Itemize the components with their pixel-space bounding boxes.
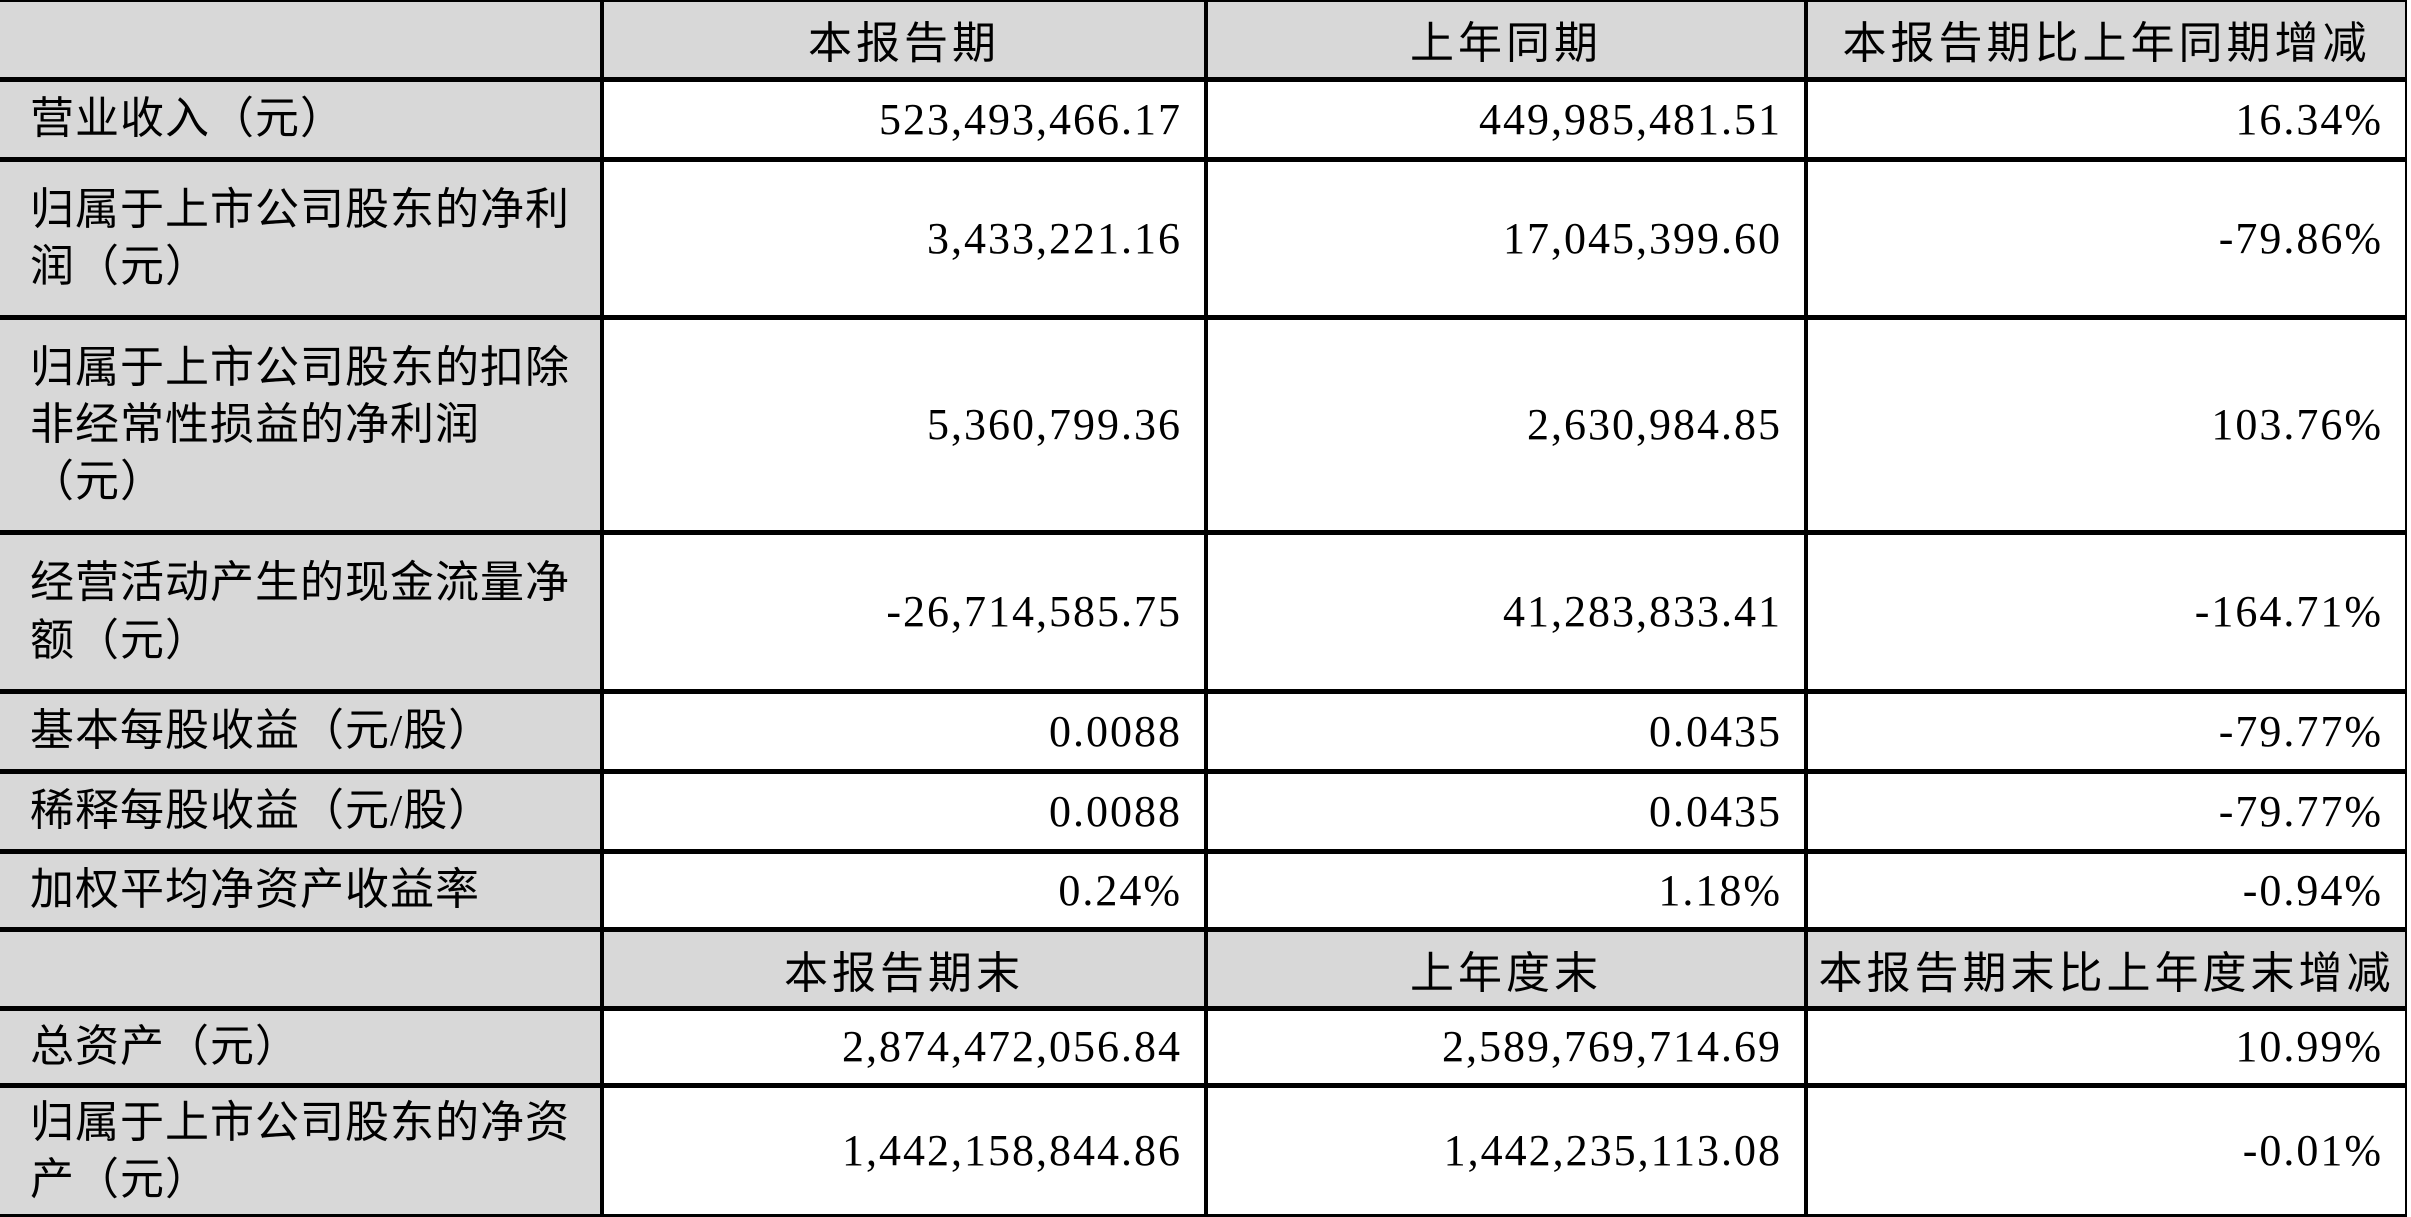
metric-label: 基本每股收益（元/股） <box>0 688 604 774</box>
blank-header-cell <box>0 926 604 1011</box>
metric-label: 归属于上市公司股东的净资 产（元） <box>0 1082 604 1217</box>
value-current-period: 0.24% <box>600 848 1208 932</box>
current-period-header: 本报告期 <box>600 0 1208 82</box>
value-current-period: 1,442,158,844.86 <box>600 1082 1208 1217</box>
metric-label: 经营活动产生的现金流量净 额（元） <box>0 529 604 694</box>
value-current-period: 5,360,799.36 <box>600 314 1208 535</box>
value-change: 10.99% <box>1804 1005 2407 1088</box>
metric-label: 总资产（元） <box>0 1005 604 1088</box>
value-prior-period: 41,283,833.41 <box>1204 529 1808 694</box>
prior-period-header: 上年同期 <box>1204 0 1808 82</box>
diluted-eps-row: 稀释每股收益（元/股） 0.0088 0.0435 -79.77% <box>0 768 2407 854</box>
value-current-period: 0.0088 <box>600 688 1208 774</box>
value-prior-period: 449,985,481.51 <box>1204 76 1808 162</box>
metric-label: 归属于上市公司股东的扣除 非经常性损益的净利润 （元） <box>0 314 604 535</box>
period-end-change-header: 本报告期末比上年度末增减 <box>1804 926 2407 1011</box>
value-prior-period: 1,442,235,113.08 <box>1204 1082 1808 1217</box>
value-prior-period: 0.0435 <box>1204 688 1808 774</box>
value-prior-period: 2,589,769,714.69 <box>1204 1005 1808 1088</box>
value-change: 103.76% <box>1804 314 2407 535</box>
value-change: -79.86% <box>1804 156 2407 320</box>
metric-label: 归属于上市公司股东的净利 润（元） <box>0 156 604 320</box>
value-current-period: 523,493,466.17 <box>600 76 1208 162</box>
value-change: -164.71% <box>1804 529 2407 694</box>
operating-cash-flow-row: 经营活动产生的现金流量净 额（元） -26,714,585.75 41,283,… <box>0 529 2407 694</box>
value-prior-period: 0.0435 <box>1204 768 1808 854</box>
period-header-row: 本报告期 上年同期 本报告期比上年同期增减 <box>0 0 2407 82</box>
period-change-header: 本报告期比上年同期增减 <box>1804 0 2407 82</box>
value-change: -79.77% <box>1804 688 2407 774</box>
weighted-avg-roe-row: 加权平均净资产收益率 0.24% 1.18% -0.94% <box>0 848 2407 932</box>
value-current-period: 2,874,472,056.84 <box>600 1005 1208 1088</box>
prior-year-end-header: 上年度末 <box>1204 926 1808 1011</box>
period-end-header-row: 本报告期末 上年度末 本报告期末比上年度末增减 <box>0 926 2407 1011</box>
value-change: 16.34% <box>1804 76 2407 162</box>
current-period-end-header: 本报告期末 <box>600 926 1208 1011</box>
value-change: -79.77% <box>1804 768 2407 854</box>
net-assets-row: 归属于上市公司股东的净资 产（元） 1,442,158,844.86 1,442… <box>0 1082 2407 1217</box>
value-prior-period: 17,045,399.60 <box>1204 156 1808 320</box>
value-current-period: -26,714,585.75 <box>600 529 1208 694</box>
value-change: -0.01% <box>1804 1082 2407 1217</box>
metric-label: 营业收入（元） <box>0 76 604 162</box>
value-prior-period: 1.18% <box>1204 848 1808 932</box>
metric-label: 加权平均净资产收益率 <box>0 848 604 932</box>
value-change: -0.94% <box>1804 848 2407 932</box>
value-prior-period: 2,630,984.85 <box>1204 314 1808 535</box>
blank-header-cell <box>0 0 604 82</box>
value-current-period: 0.0088 <box>600 768 1208 854</box>
total-assets-row: 总资产（元） 2,874,472,056.84 2,589,769,714.69… <box>0 1005 2407 1088</box>
metric-label: 稀释每股收益（元/股） <box>0 768 604 854</box>
net-profit-row: 归属于上市公司股东的净利 润（元） 3,433,221.16 17,045,39… <box>0 156 2407 320</box>
operating-revenue-row: 营业收入（元） 523,493,466.17 449,985,481.51 16… <box>0 76 2407 162</box>
value-current-period: 3,433,221.16 <box>600 156 1208 320</box>
basic-eps-row: 基本每股收益（元/股） 0.0088 0.0435 -79.77% <box>0 688 2407 774</box>
non-recurring-net-profit-row: 归属于上市公司股东的扣除 非经常性损益的净利润 （元） 5,360,799.36… <box>0 314 2407 535</box>
